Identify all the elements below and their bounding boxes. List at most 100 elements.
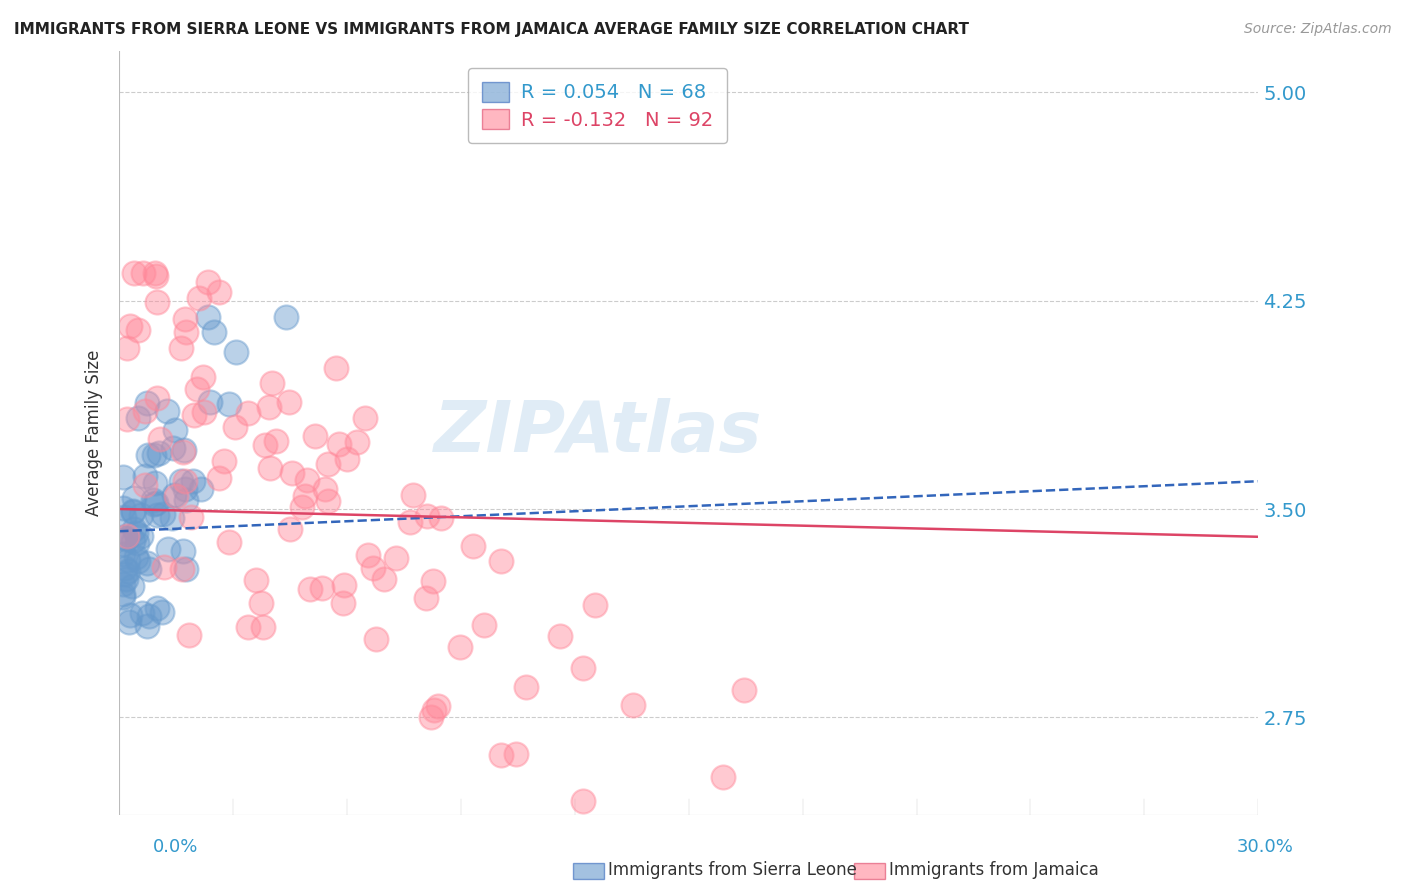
- Point: [415, 591, 437, 605]
- Point: [153, 560, 176, 574]
- Point: [156, 541, 179, 556]
- Point: [127, 554, 149, 568]
- Point: [162, 441, 184, 455]
- Point: [278, 522, 301, 536]
- Point: [121, 579, 143, 593]
- Point: [298, 582, 321, 596]
- Text: ZIPAtlas: ZIPAtlas: [433, 398, 762, 467]
- Point: [621, 698, 644, 712]
- Point: [145, 496, 167, 510]
- Point: [121, 534, 143, 549]
- Point: [202, 326, 225, 340]
- Point: [122, 522, 145, 536]
- Point: [515, 681, 537, 695]
- Text: Source: ZipAtlas.com: Source: ZipAtlas.com: [1244, 22, 1392, 37]
- Point: [208, 285, 231, 300]
- Point: [120, 608, 142, 623]
- Point: [218, 397, 240, 411]
- Point: [225, 344, 247, 359]
- Point: [197, 275, 219, 289]
- Point: [252, 620, 274, 634]
- Point: [114, 566, 136, 581]
- Point: [125, 526, 148, 541]
- Point: [711, 770, 734, 784]
- Point: [264, 434, 287, 449]
- Point: [336, 451, 359, 466]
- Point: [115, 412, 138, 426]
- Point: [112, 576, 135, 591]
- Legend: R = 0.054   N = 68, R = -0.132   N = 92: R = 0.054 N = 68, R = -0.132 N = 92: [468, 68, 727, 143]
- Point: [461, 539, 484, 553]
- Point: [152, 507, 174, 521]
- Point: [134, 468, 156, 483]
- Point: [420, 710, 443, 724]
- Point: [238, 620, 260, 634]
- Point: [112, 587, 135, 601]
- Point: [198, 394, 221, 409]
- Point: [173, 443, 195, 458]
- Point: [423, 703, 446, 717]
- Point: [733, 682, 755, 697]
- Point: [190, 483, 212, 497]
- Point: [218, 534, 240, 549]
- Point: [115, 532, 138, 546]
- Point: [316, 457, 339, 471]
- Point: [427, 699, 450, 714]
- Point: [422, 574, 444, 589]
- Point: [173, 312, 195, 326]
- Point: [118, 615, 141, 630]
- Point: [146, 508, 169, 523]
- Point: [112, 547, 135, 561]
- Point: [127, 411, 149, 425]
- Point: [186, 382, 208, 396]
- Point: [125, 549, 148, 564]
- Point: [294, 490, 316, 504]
- Point: [174, 493, 197, 508]
- Text: 0.0%: 0.0%: [153, 838, 198, 855]
- Point: [142, 448, 165, 462]
- Point: [278, 394, 301, 409]
- Point: [571, 794, 593, 808]
- Point: [112, 537, 135, 551]
- Point: [170, 341, 193, 355]
- Point: [366, 632, 388, 646]
- Point: [416, 509, 439, 524]
- Point: [197, 310, 219, 325]
- Point: [170, 562, 193, 576]
- Point: [146, 391, 169, 405]
- Point: [572, 661, 595, 675]
- Point: [160, 510, 183, 524]
- Point: [134, 404, 156, 418]
- Point: [173, 482, 195, 496]
- Point: [174, 325, 197, 339]
- Point: [127, 322, 149, 336]
- Text: Immigrants from Jamaica: Immigrants from Jamaica: [889, 861, 1099, 879]
- Point: [208, 471, 231, 485]
- Point: [125, 536, 148, 550]
- Point: [354, 411, 377, 425]
- Point: [212, 453, 235, 467]
- Point: [316, 493, 339, 508]
- Point: [491, 554, 513, 568]
- Point: [129, 508, 152, 522]
- Point: [548, 629, 571, 643]
- Point: [253, 438, 276, 452]
- Point: [143, 476, 166, 491]
- Point: [245, 573, 267, 587]
- Point: [325, 361, 347, 376]
- Point: [181, 474, 204, 488]
- Point: [304, 429, 326, 443]
- Point: [122, 266, 145, 280]
- Point: [145, 600, 167, 615]
- Point: [290, 500, 312, 514]
- Point: [150, 605, 173, 619]
- Point: [149, 432, 172, 446]
- Point: [112, 529, 135, 543]
- Point: [135, 619, 157, 633]
- Point: [115, 341, 138, 355]
- Point: [117, 553, 139, 567]
- Y-axis label: Average Family Size: Average Family Size: [86, 350, 103, 516]
- Point: [112, 590, 135, 604]
- Point: [132, 266, 155, 280]
- Point: [257, 400, 280, 414]
